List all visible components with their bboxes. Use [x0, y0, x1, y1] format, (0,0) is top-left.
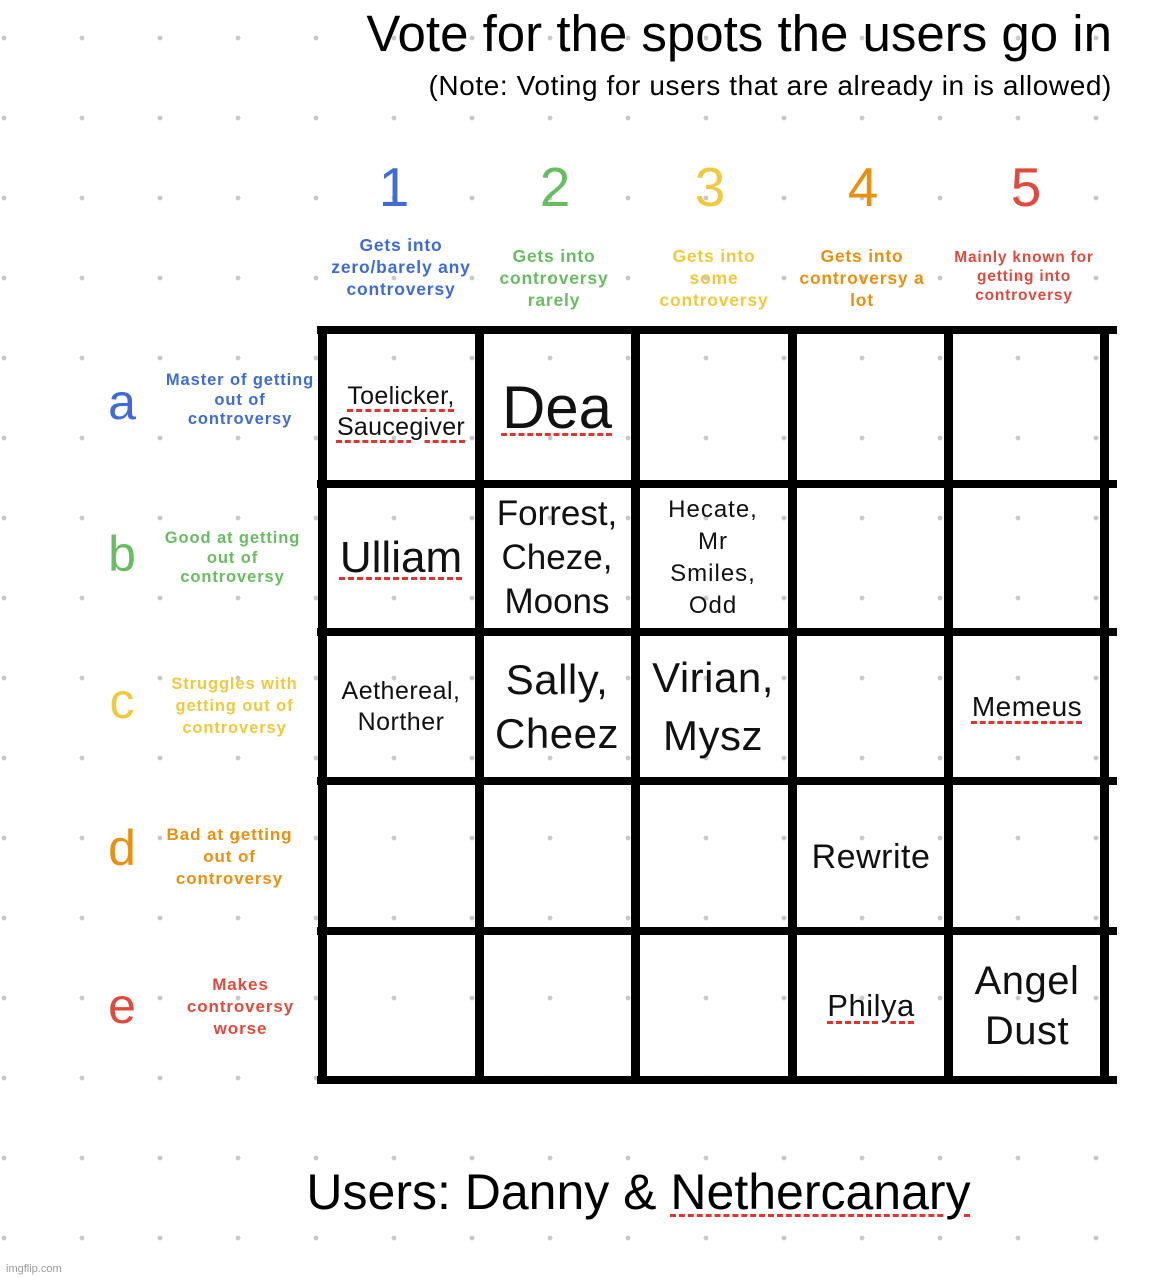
column-number-5: 5: [1010, 156, 1042, 218]
column-number-3: 3: [694, 156, 726, 218]
cell-a1-text: Toelicker, Saucegiver: [336, 382, 466, 441]
cell-d4: Rewrite: [796, 785, 946, 929]
cell-c2-text: Sally, Cheez: [495, 656, 619, 757]
row-letter-e: e: [108, 978, 136, 1034]
column-description-4: Gets into controversy a lot: [799, 246, 925, 310]
cell-c2: Sally, Cheez: [483, 636, 631, 778]
column-number-4: 4: [847, 156, 879, 218]
watermark: imgflip.com: [6, 1263, 62, 1275]
row-description-e: Makes controversy worse: [186, 975, 295, 1038]
grid-line: [475, 326, 484, 1084]
cell-b2: Forrest, Cheze, Moons: [483, 488, 631, 628]
column-number-1: 1: [378, 156, 410, 218]
row-letter-b: b: [108, 526, 136, 582]
cell-b1: Ulliam: [325, 488, 477, 628]
cell-a1: Toelicker, Saucegiver: [325, 342, 477, 482]
cell-c1: Aethereal, Norther: [325, 636, 477, 778]
grid-line: [318, 326, 327, 1084]
footer-users-name: Nethercanary: [670, 1164, 971, 1220]
page-subtitle: (Note: Voting for users that are already…: [428, 70, 1112, 101]
cell-b2-text: Forrest, Cheze, Moons: [496, 494, 618, 621]
cell-e5-text: Angel Dust: [974, 959, 1080, 1053]
grid-line: [317, 326, 1117, 334]
footer-users-prefix: Users: Danny &: [306, 1164, 671, 1220]
cell-a2-text: Dea: [501, 374, 613, 441]
cell-b1-text: Ulliam: [339, 533, 463, 582]
grid-line: [944, 326, 953, 1084]
row-description-a: Master of getting out of controversy: [165, 371, 315, 428]
grid-line: [317, 1076, 1117, 1084]
cell-c3-text: Virian, Mysz: [652, 654, 774, 759]
row-description-c: Struggles with getting out of controvers…: [171, 675, 298, 737]
row-description-d: Bad at getting out of controversy: [166, 825, 293, 888]
row-description-b: Good at getting out of controversy: [164, 529, 301, 586]
column-description-1: Gets into zero/barely any controversy: [331, 235, 471, 299]
column-description-3: Gets into some controversy: [659, 246, 769, 310]
grid-line: [317, 927, 1117, 935]
cell-e4: Philya: [796, 935, 946, 1077]
cell-c3: Virian, Mysz: [639, 636, 787, 778]
footer-users: Users: Danny & Nethercanary: [0, 1160, 1157, 1224]
cell-e5: Angel Dust: [952, 935, 1102, 1077]
cell-d4-text: Rewrite: [811, 838, 931, 876]
grid-line: [788, 326, 797, 1084]
column-description-2: Gets into controversy rarely: [499, 246, 609, 310]
grid-line: [317, 777, 1117, 785]
row-letter-c: c: [109, 673, 135, 729]
cell-c5: Memeus: [952, 636, 1102, 778]
row-letter-a: a: [108, 374, 136, 430]
cell-b3: Hecate, Mr Smiles, Odd: [639, 488, 787, 628]
column-number-2: 2: [539, 156, 571, 218]
cell-e4-text: Philya: [827, 988, 915, 1023]
grid-line: [317, 628, 1117, 636]
grid-line: [631, 326, 640, 1084]
grid-line: [1100, 326, 1109, 1084]
page-title: Vote for the spots the users go in: [366, 5, 1112, 62]
tier-grid: Toelicker, Saucegiver Dea Ulliam Forrest…: [317, 326, 1117, 1086]
row-letter-d: d: [108, 820, 136, 876]
column-description-5: Mainly known for getting into controvers…: [954, 249, 1094, 304]
cell-a2: Dea: [483, 334, 631, 482]
grid-line: [317, 480, 1117, 488]
cell-b3-text: Hecate, Mr Smiles, Odd: [668, 496, 758, 619]
cell-c1-text: Aethereal, Norther: [341, 677, 461, 736]
cell-c5-text: Memeus: [971, 691, 1083, 722]
